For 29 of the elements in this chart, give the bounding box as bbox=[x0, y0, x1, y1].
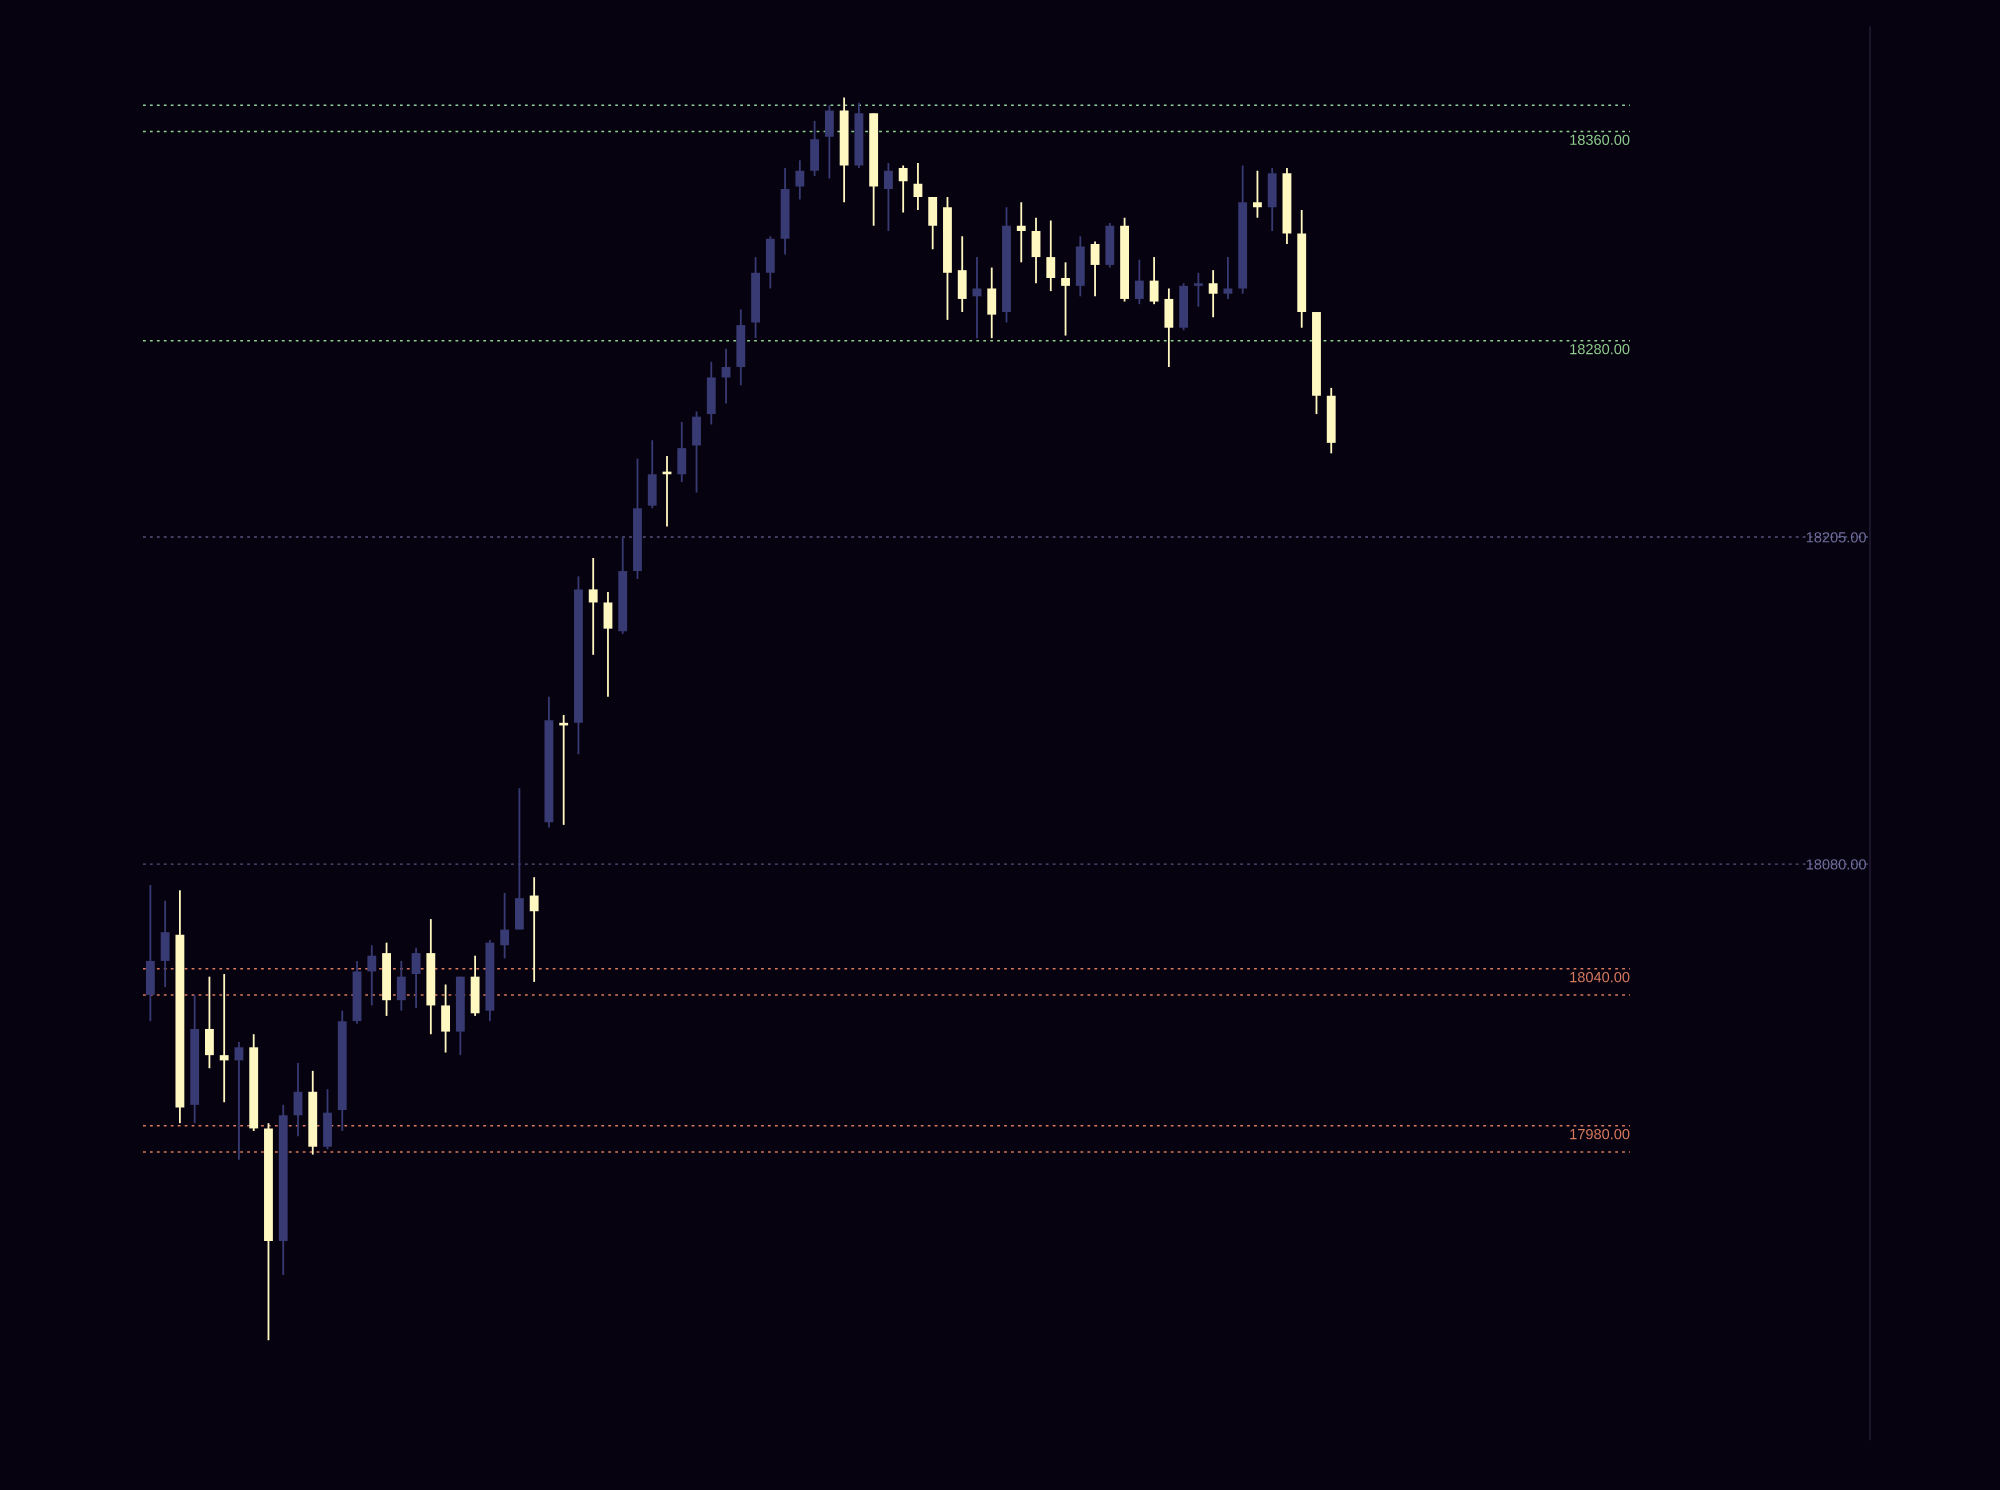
candlestick bbox=[1016, 201, 1026, 264]
candlestick bbox=[1046, 219, 1056, 293]
candlestick bbox=[234, 1041, 244, 1161]
ref-line-label: 18360.00 bbox=[1570, 134, 1630, 145]
candlestick bbox=[913, 161, 923, 211]
candlestick bbox=[1149, 256, 1159, 306]
candlestick bbox=[1208, 269, 1218, 319]
candlestick bbox=[883, 161, 893, 232]
candlestick bbox=[219, 973, 229, 1104]
ref-line-label: 17980.00 bbox=[1570, 1128, 1630, 1140]
candlestick bbox=[898, 164, 908, 214]
ref-line-label: 18040.00 bbox=[1570, 971, 1630, 983]
candlestick bbox=[1253, 169, 1262, 219]
candlestick bbox=[1061, 261, 1070, 337]
candlestick bbox=[367, 944, 377, 1007]
candlestick bbox=[795, 159, 805, 201]
candlestick bbox=[972, 256, 982, 340]
y-tick-label: 18205.00 bbox=[1806, 532, 1866, 543]
candlestick bbox=[588, 557, 598, 656]
candlestick bbox=[1090, 240, 1100, 298]
ref-line-label: 18280.00 bbox=[1570, 343, 1630, 355]
candlestick bbox=[1223, 256, 1233, 300]
candlestick bbox=[1193, 271, 1203, 308]
candlestick bbox=[396, 960, 406, 1012]
candlestick bbox=[500, 892, 510, 960]
y-tick-label: 18080.00 bbox=[1806, 859, 1866, 870]
candlestick bbox=[1134, 258, 1144, 306]
candlestick bbox=[529, 876, 539, 983]
candlestick bbox=[411, 946, 421, 1009]
